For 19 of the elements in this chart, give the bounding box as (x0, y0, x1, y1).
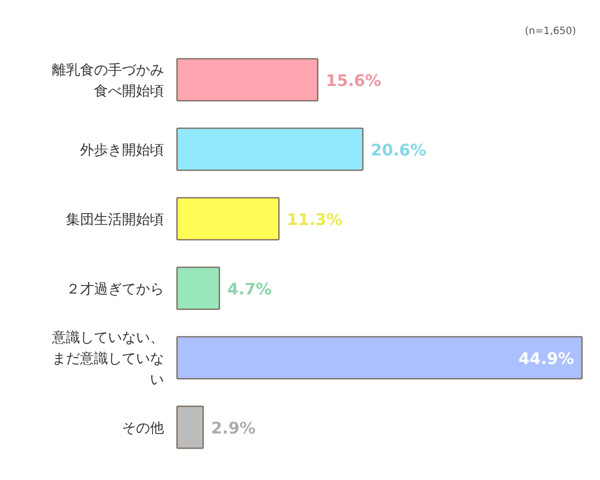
bar (176, 406, 204, 449)
bar (176, 58, 318, 102)
data-label: 44.9% (518, 348, 574, 368)
bar (176, 266, 220, 310)
bar (176, 197, 280, 240)
data-label: 2.9% (211, 418, 256, 438)
y-tick-label: 意識していない、まだ意識していない (51, 330, 164, 388)
data-label: 20.6% (370, 140, 426, 160)
text: (n=1,650) (524, 26, 576, 37)
y-tick-label: その他 (122, 420, 164, 436)
data-label: 11.3% (286, 210, 342, 229)
y-tick-label: ２才過ぎてから (66, 281, 164, 298)
data-label: 4.7% (227, 279, 272, 298)
bar (176, 128, 364, 171)
bar (176, 336, 583, 380)
y-tick-label: 離乳食の手づかみ食べ開始頃 (52, 62, 164, 100)
y-tick-label: 外歩き開始頃 (80, 142, 164, 158)
data-label: 15.6% (326, 70, 382, 90)
y-tick-label: 集団生活開始頃 (66, 212, 164, 228)
